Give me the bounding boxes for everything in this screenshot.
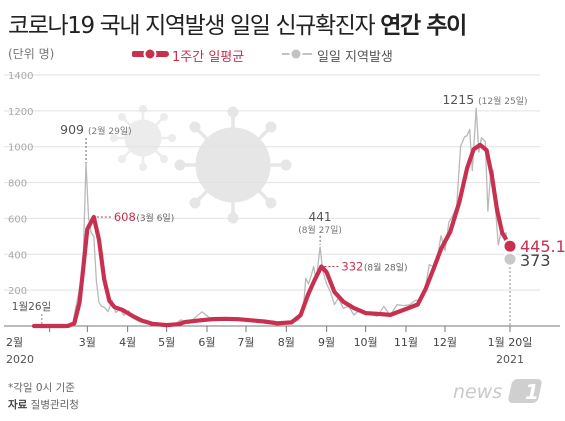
annotation-value: 441 — [309, 210, 332, 224]
x-tick-label: 9월 — [318, 336, 335, 349]
x-tick-label: 5월 — [158, 336, 175, 349]
y-tick-label: 1000 — [8, 143, 33, 154]
svg-text:news: news — [453, 381, 502, 403]
x-axis: 2월 2020 3월 4월 5월 6월 7월 8월 9월 10월 11월 12월 1월 20일 2021 — [4, 325, 560, 366]
virus-illustration-small — [110, 105, 176, 171]
source-key: 자료 — [8, 399, 28, 411]
x-tick-label: 6월 — [198, 336, 215, 349]
legend-item-avg: 1주간 일평균 — [131, 45, 244, 67]
logo-mark: news 1 — [453, 379, 542, 404]
end-point-daily — [502, 251, 518, 267]
x-tick-label: 11월 — [394, 336, 418, 349]
svg-text:1: 1 — [525, 380, 539, 404]
y-tick-label: 600 — [8, 214, 27, 225]
annotation-value: 909 — [60, 122, 84, 137]
source-value: 질병관리청 — [30, 399, 79, 411]
news1-logo: news 1 — [453, 377, 549, 407]
x-tick-label: 7월 — [237, 336, 254, 349]
x-tick-label: 10월 — [354, 336, 378, 349]
y-tick-label: 1400 — [8, 71, 33, 82]
annotation-sublabel: (2월 29일) — [88, 125, 132, 137]
x-tick-label: 4월 — [119, 336, 136, 349]
annotation-value: 332 — [341, 259, 363, 273]
y-tick-label: 800 — [8, 179, 27, 190]
annotation-sublabel: (8월 28일) — [364, 261, 408, 273]
series-avg-line — [31, 142, 513, 329]
legend-swatch-avg — [131, 47, 169, 61]
x-tick-label: 2월 — [6, 336, 23, 349]
end-value-avg: 445.1 — [520, 237, 565, 256]
chart-title: 코로나19 국내 지역발생 일일 신규확진자 연간 추이 — [8, 6, 467, 40]
x-tick-label: 3월 — [79, 336, 96, 349]
footer-source: 자료 질병관리청 — [8, 397, 79, 412]
end-point-avg — [502, 238, 518, 254]
unit-label: (단위 명) — [8, 47, 55, 61]
annotation-value: 1215 — [442, 92, 474, 107]
series-lines — [31, 107, 513, 329]
y-axis-labels: 200 400 600 800 1000 1200 1400 — [8, 71, 33, 297]
annotation-sublabel: (12월 25일) — [478, 95, 527, 107]
legend-label-daily: 일일 지역발생 — [317, 50, 393, 65]
end-value-daily: 373 — [520, 251, 551, 270]
start-date-label: 1월26일 — [12, 300, 51, 313]
y-tick-label: 200 — [8, 286, 27, 297]
legend-item-daily: 일일 지역발생 — [280, 45, 393, 67]
x-tick-label: 12월 — [433, 336, 457, 349]
legend-swatch-daily — [282, 47, 312, 61]
y-tick-label: 400 — [8, 250, 27, 261]
annotation-sublabel: (3월 6일) — [136, 212, 174, 224]
footer-note: *각일 0시 기준 — [8, 382, 75, 394]
chart-title-bold: 연간 추이 — [380, 13, 467, 39]
virus-illustration-large — [174, 106, 292, 224]
annotation-sublabel: (8월 27일) — [298, 224, 342, 236]
legend-label-avg: 1주간 일평균 — [172, 50, 245, 65]
y-tick-label: 1200 — [8, 107, 33, 118]
annotation-value: 608 — [114, 210, 136, 224]
x-tick-sublabel: 2021 — [496, 353, 524, 366]
x-tick-label: 1월 20일 — [488, 335, 533, 349]
x-tick-label: 8월 — [278, 336, 295, 349]
annotations: 909 (2월 29일) 608 (3월 6일) 441(8월 27일) 332 (8월 2… — [12, 92, 565, 326]
x-tick-sublabel: 2020 — [6, 353, 34, 366]
chart-title-main: 코로나19 국내 지역발생 일일 신규확진자 — [8, 13, 376, 39]
